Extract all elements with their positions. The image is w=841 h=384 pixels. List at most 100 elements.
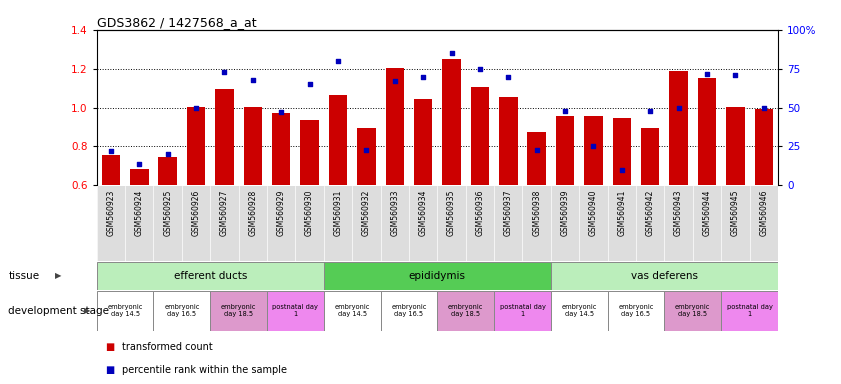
Point	[104, 148, 118, 154]
Text: tissue: tissue	[8, 271, 40, 281]
Bar	[158, 157, 177, 185]
Bar	[130, 169, 149, 185]
Text: GSM560937: GSM560937	[504, 190, 513, 236]
Point	[701, 71, 714, 77]
Point	[501, 74, 515, 80]
Text: GDS3862 / 1427568_a_at: GDS3862 / 1427568_a_at	[97, 16, 257, 29]
Bar	[102, 155, 120, 185]
Text: GSM560923: GSM560923	[107, 190, 115, 236]
Bar	[494, 291, 551, 331]
Text: embryonic
day 14.5: embryonic day 14.5	[562, 304, 597, 317]
Text: GSM560929: GSM560929	[277, 190, 286, 236]
Point	[530, 147, 543, 153]
Bar	[584, 116, 603, 185]
Text: epididymis: epididymis	[409, 271, 466, 281]
Bar	[664, 291, 721, 331]
Point	[218, 69, 231, 75]
Point	[133, 161, 146, 167]
Text: GSM560940: GSM560940	[589, 190, 598, 236]
Point	[672, 105, 685, 111]
Bar	[414, 99, 432, 185]
Point	[615, 167, 628, 173]
Bar	[244, 107, 262, 185]
Text: postnatal day
1: postnatal day 1	[272, 304, 319, 317]
Text: GSM560930: GSM560930	[305, 190, 314, 236]
Text: ■: ■	[105, 342, 114, 352]
Text: GSM560925: GSM560925	[163, 190, 172, 236]
Text: GSM560927: GSM560927	[220, 190, 229, 236]
Text: embryonic
day 18.5: embryonic day 18.5	[448, 304, 484, 317]
Bar	[556, 116, 574, 185]
Text: GSM560943: GSM560943	[674, 190, 683, 236]
Text: postnatal day
1: postnatal day 1	[727, 304, 773, 317]
Text: GSM560933: GSM560933	[390, 190, 399, 236]
Bar	[551, 262, 778, 290]
Text: GSM560938: GSM560938	[532, 190, 541, 236]
Bar	[380, 291, 437, 331]
Bar	[267, 291, 324, 331]
Text: transformed count: transformed count	[122, 342, 213, 352]
Point	[728, 72, 742, 78]
Bar	[698, 78, 717, 185]
Point	[587, 144, 600, 150]
Bar	[357, 128, 376, 185]
Bar	[527, 132, 546, 185]
Text: GSM560941: GSM560941	[617, 190, 627, 236]
Text: vas deferens: vas deferens	[631, 271, 698, 281]
Bar	[385, 68, 404, 185]
Text: GSM560939: GSM560939	[561, 190, 569, 236]
Bar	[97, 291, 153, 331]
Text: GSM560924: GSM560924	[135, 190, 144, 236]
Bar	[721, 291, 778, 331]
Text: embryonic
day 18.5: embryonic day 18.5	[221, 304, 257, 317]
Point	[246, 77, 260, 83]
Bar	[471, 88, 489, 185]
Text: GSM560946: GSM560946	[759, 190, 768, 236]
Text: GSM560926: GSM560926	[192, 190, 200, 236]
Bar	[612, 118, 631, 185]
Bar	[669, 71, 688, 185]
Point	[161, 151, 174, 157]
Text: embryonic
day 16.5: embryonic day 16.5	[164, 304, 199, 317]
Bar	[97, 262, 324, 290]
Text: GSM560932: GSM560932	[362, 190, 371, 236]
Point	[189, 105, 203, 111]
Text: GSM560928: GSM560928	[248, 190, 257, 236]
Text: ■: ■	[105, 364, 114, 374]
Text: GSM560935: GSM560935	[447, 190, 456, 236]
Text: embryonic
day 14.5: embryonic day 14.5	[108, 304, 143, 317]
Bar	[153, 291, 210, 331]
Bar	[329, 95, 347, 185]
Point	[360, 147, 373, 153]
Bar	[215, 89, 234, 185]
Text: ▶: ▶	[55, 271, 61, 280]
Text: GSM560936: GSM560936	[475, 190, 484, 236]
Point	[643, 108, 657, 114]
Text: embryonic
day 16.5: embryonic day 16.5	[618, 304, 653, 317]
Bar	[437, 291, 494, 331]
Bar	[187, 107, 205, 185]
Bar	[442, 59, 461, 185]
Point	[473, 66, 487, 72]
Text: postnatal day
1: postnatal day 1	[500, 304, 546, 317]
Bar	[754, 109, 773, 185]
Text: embryonic
day 18.5: embryonic day 18.5	[675, 304, 711, 317]
Text: GSM560944: GSM560944	[702, 190, 711, 236]
Bar	[726, 107, 744, 185]
Text: development stage: development stage	[8, 306, 109, 316]
Text: embryonic
day 16.5: embryonic day 16.5	[391, 304, 426, 317]
Bar	[300, 120, 319, 185]
Text: GSM560942: GSM560942	[646, 190, 654, 236]
Text: percentile rank within the sample: percentile rank within the sample	[122, 364, 287, 374]
Text: ▶: ▶	[84, 306, 91, 315]
Point	[757, 105, 770, 111]
Text: GSM560945: GSM560945	[731, 190, 740, 236]
Point	[274, 109, 288, 116]
Bar	[272, 113, 290, 185]
Bar	[324, 262, 551, 290]
Bar	[551, 291, 607, 331]
Point	[331, 58, 345, 65]
Point	[388, 78, 401, 84]
Bar	[499, 97, 517, 185]
Point	[558, 108, 572, 114]
